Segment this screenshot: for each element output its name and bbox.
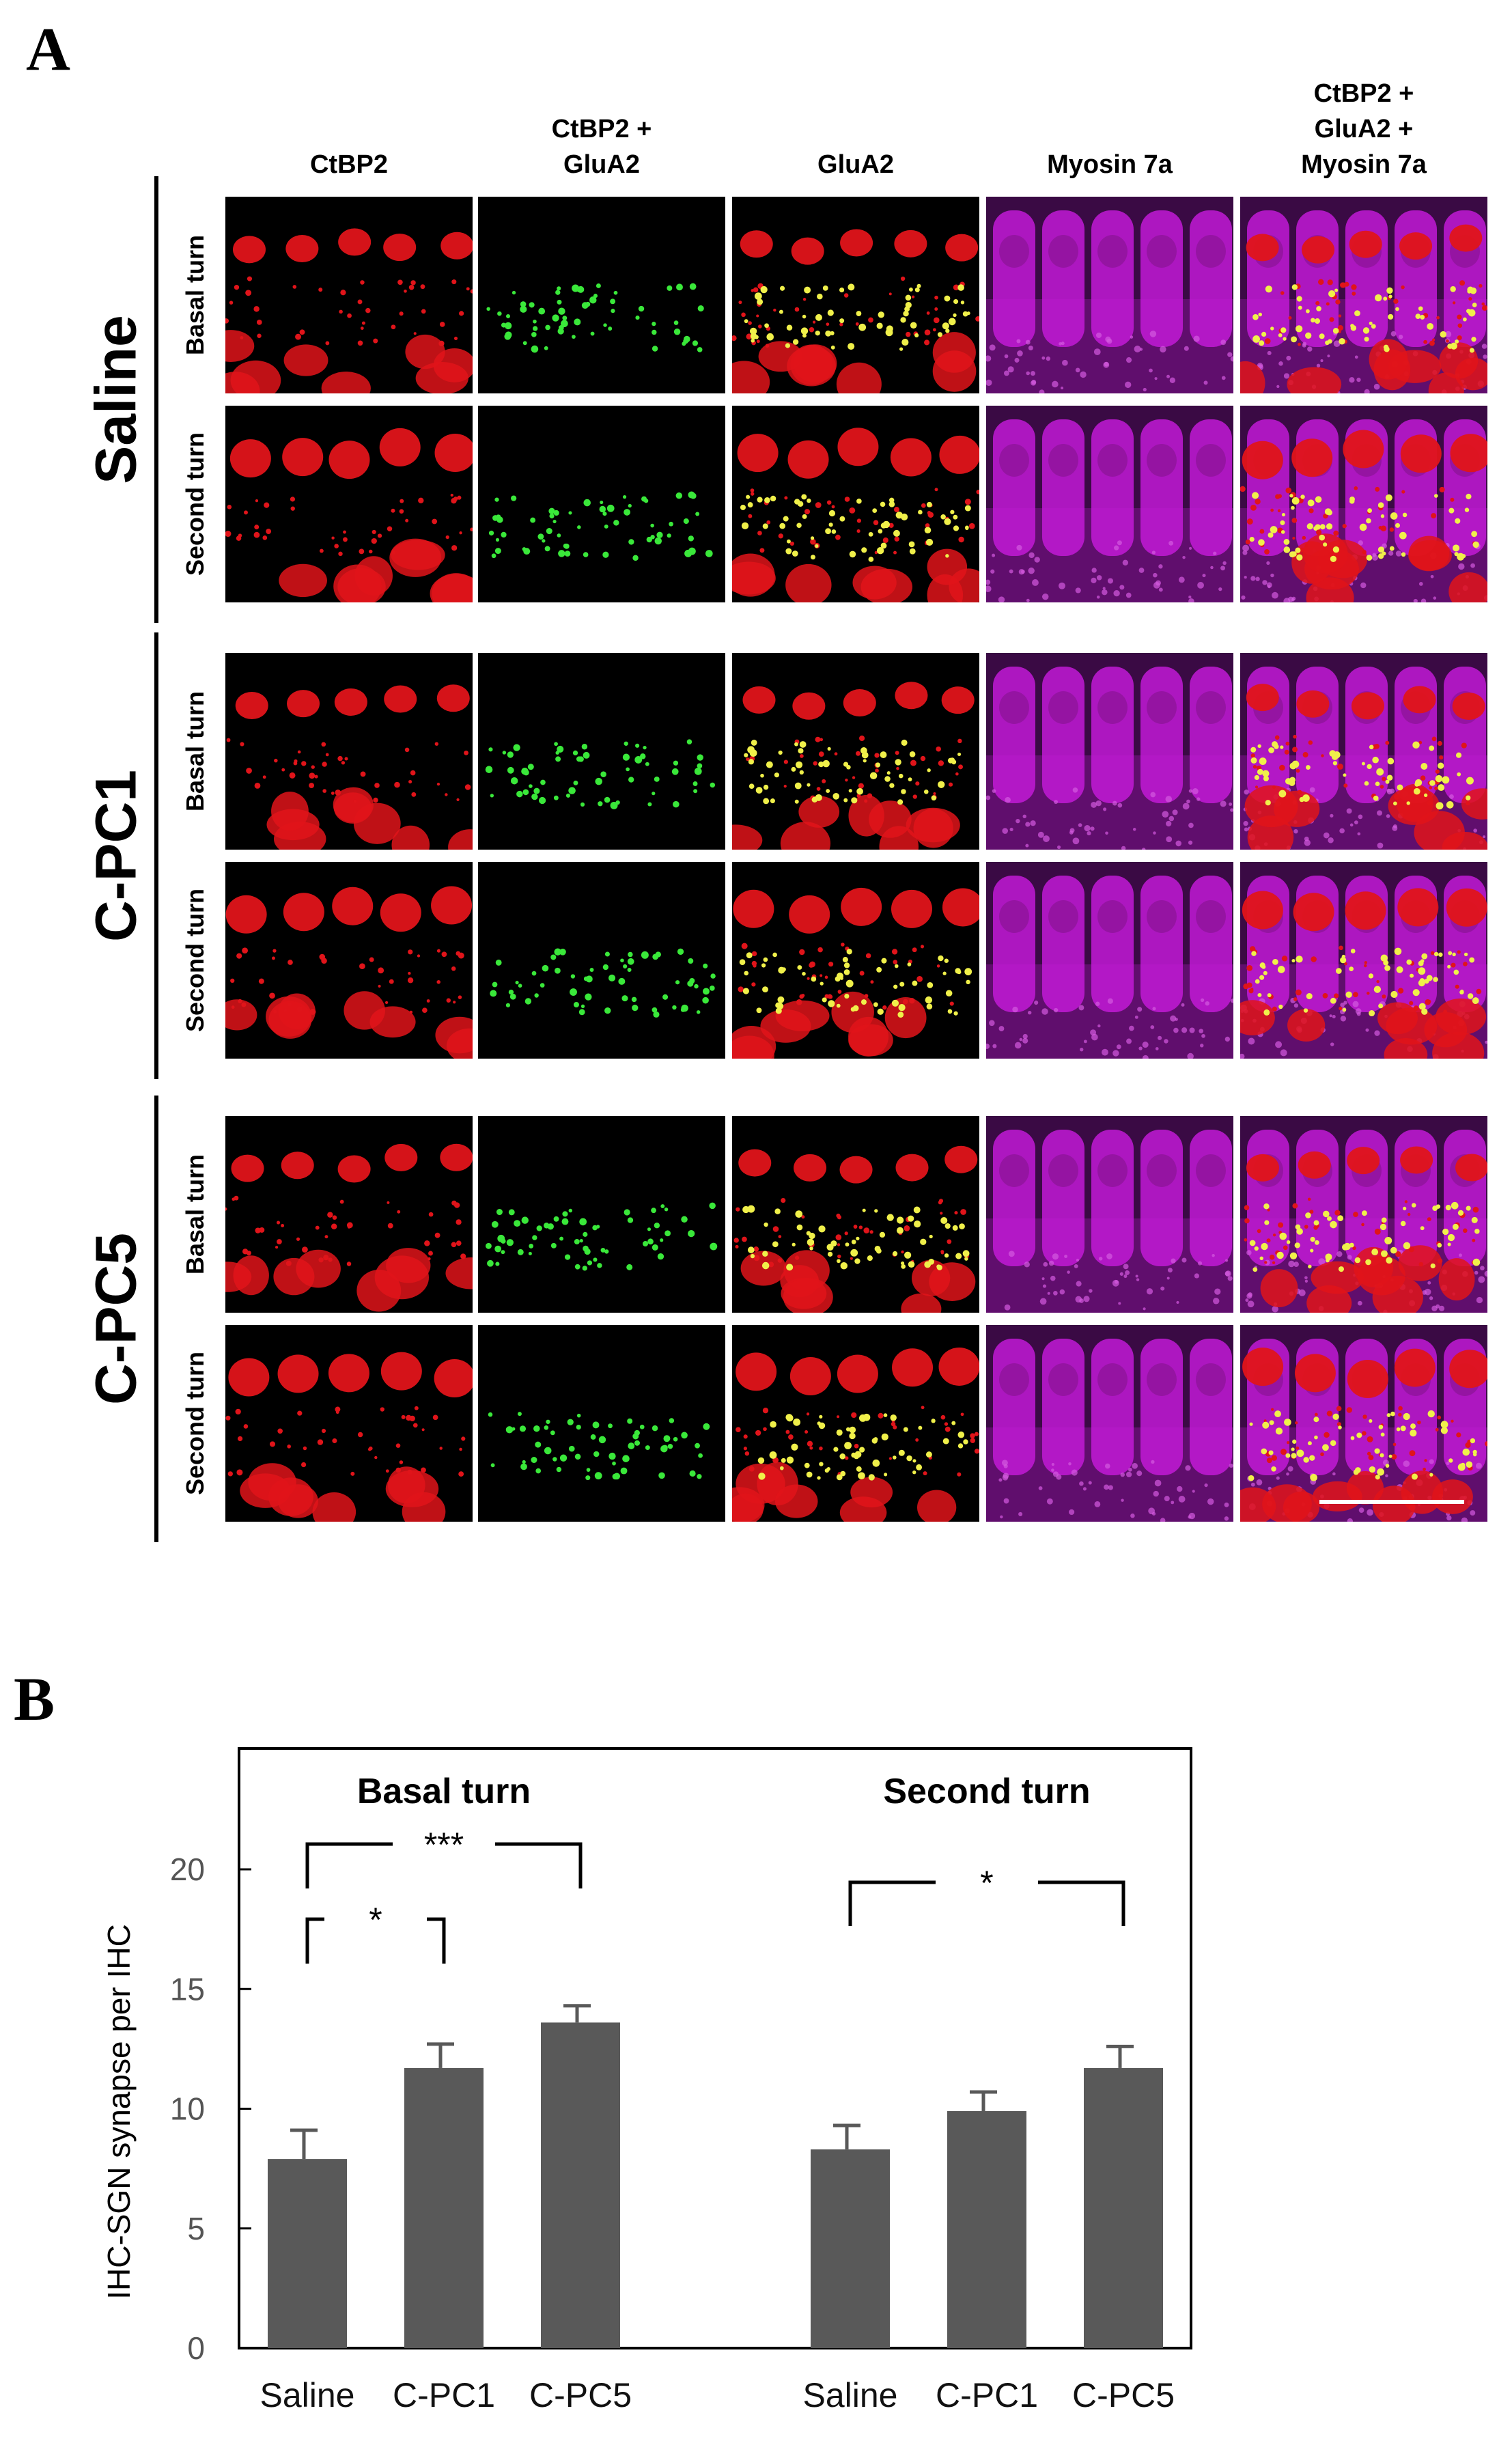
micrograph-r4-c3 — [732, 862, 979, 1059]
micrograph-r4-c4 — [986, 862, 1233, 1059]
column-header-2-line2: CtBP2 + — [551, 115, 652, 143]
bar-1-0 — [811, 2149, 890, 2348]
group-bracket-0 — [154, 176, 158, 623]
row-label-1-1: Second turn — [181, 888, 209, 1033]
micrograph-r6-c3 — [732, 1325, 979, 1522]
panel-b-letter: B — [14, 1666, 55, 1733]
y-tick-label-5: 5 — [187, 2211, 205, 2246]
panel-b: B 0 5 10 15 20 IHC-SGN synapse per IHC Saline C-… — [0, 1639, 1512, 2441]
significance-bracket-0-1 — [305, 1917, 446, 1964]
group-title-0: Basal turn — [357, 1772, 531, 1811]
micrograph-r2-c2 — [478, 406, 725, 602]
micrograph-r4-c1 — [225, 862, 473, 1059]
significance-label-0-0: *** — [424, 1826, 464, 1864]
x-tick-label-0-2: C-PC5 — [529, 2376, 632, 2414]
micrograph-r6-c5 — [1240, 1325, 1487, 1522]
bar-1-1 — [947, 2111, 1026, 2348]
column-header-5-line1: CtBP2 + — [1313, 79, 1414, 108]
y-tick-label-20: 20 — [170, 1852, 205, 1887]
micrograph-r5-c2 — [478, 1116, 725, 1313]
row-label-2-1: Second turn — [181, 1351, 209, 1496]
significance-bracket-0-0 — [305, 1842, 583, 1888]
group-label-0: Saline — [83, 315, 148, 484]
row-label-0-1: Second turn — [181, 432, 209, 576]
micrograph-r2-c1 — [225, 406, 473, 602]
column-header-3-line3: GluA2 — [817, 150, 894, 179]
group-title-1: Second turn — [883, 1772, 1090, 1811]
row-label-2-0: Basal turn — [181, 1154, 209, 1275]
group-bracket-2 — [154, 1096, 158, 1542]
column-header-4-line3: Myosin 7a — [1047, 150, 1173, 179]
micrograph-r4-c5 — [1240, 862, 1487, 1059]
micrograph-r3-c5 — [1240, 653, 1487, 850]
bar-0-0 — [268, 2159, 347, 2348]
micrograph-r6-c1 — [225, 1325, 473, 1522]
micrograph-r5-c5 — [1240, 1116, 1487, 1313]
row-label-1-0: Basal turn — [181, 691, 209, 812]
bar-0-2 — [541, 2022, 620, 2348]
significance-label-0-1: * — [369, 1901, 382, 1939]
column-header-5-line2: GluA2 + — [1314, 115, 1414, 143]
micrograph-r1-c5 — [1240, 197, 1487, 393]
micrograph-r3-c4 — [986, 653, 1233, 850]
bar-1-2 — [1084, 2067, 1163, 2348]
micrograph-r1-c2 — [478, 197, 725, 393]
micrograph-r3-c3 — [732, 653, 979, 850]
x-tick-label-1-2: C-PC5 — [1072, 2376, 1175, 2414]
x-tick-label-1-0: Saline — [803, 2376, 898, 2414]
micrograph-r2-c5 — [1240, 406, 1487, 602]
x-tick-label-1-1: C-PC1 — [936, 2376, 1038, 2414]
micrograph-r1-c4 — [986, 197, 1233, 393]
group-label-2: C-PC5 — [83, 1232, 148, 1406]
micrograph-r2-c4 — [986, 406, 1233, 602]
micrograph-r2-c3 — [732, 406, 979, 602]
y-tick-label-0: 0 — [187, 2330, 205, 2366]
scale-bar — [1319, 1500, 1464, 1504]
group-label-1: C-PC1 — [83, 769, 148, 943]
panel-a-letter: A — [26, 16, 70, 83]
plot-frame — [238, 1747, 1192, 2349]
micrograph-r5-c4 — [986, 1116, 1233, 1313]
group-bracket-1 — [154, 632, 158, 1079]
column-header-2-line3: GluA2 — [563, 150, 640, 179]
micrograph-r6-c4 — [986, 1325, 1233, 1522]
micrograph-r6-c2 — [478, 1325, 725, 1522]
micrograph-r3-c2 — [478, 653, 725, 850]
micrograph-r5-c1 — [225, 1116, 473, 1313]
significance-bracket-1-0 — [848, 1880, 1125, 1926]
bar-chart: B 0 5 10 15 20 IHC-SGN synapse per IHC Saline C-… — [14, 1666, 1192, 2414]
row-label-0-0: Basal turn — [181, 234, 209, 356]
x-tick-label-0-0: Saline — [260, 2376, 355, 2414]
micrograph-r5-c3 — [732, 1116, 979, 1313]
micrograph-r1-c1 — [225, 197, 473, 393]
significance-label-1-0: * — [980, 1864, 993, 1902]
column-header-5-line3: Myosin 7a — [1301, 150, 1427, 179]
micrograph-r1-c3 — [732, 197, 979, 393]
micrograph-r3-c1 — [225, 653, 473, 850]
y-tick-label-15: 15 — [170, 1971, 205, 2007]
y-tick-label-10: 10 — [170, 2091, 205, 2127]
y-axis-label: IHC-SGN synapse per IHC — [101, 1924, 137, 2300]
micrograph-r4-c2 — [478, 862, 725, 1059]
column-header-1-line3: CtBP2 — [309, 150, 389, 179]
bar-0-1 — [404, 2067, 484, 2348]
x-tick-label-0-1: C-PC1 — [393, 2376, 495, 2414]
